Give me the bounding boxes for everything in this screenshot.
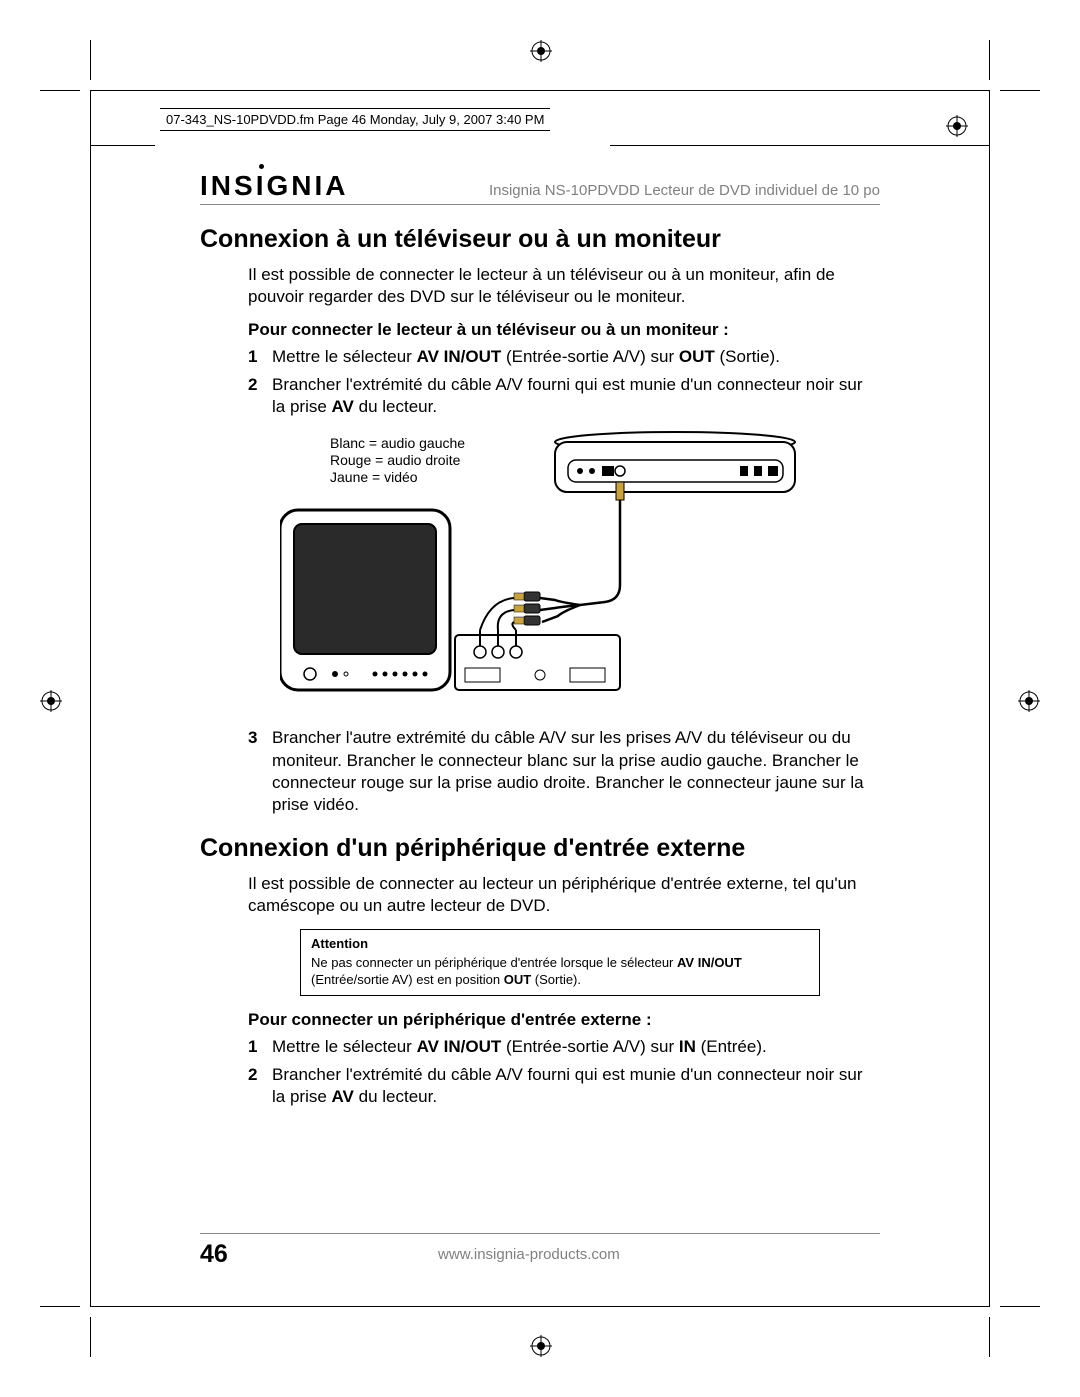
step-number: 2 [248, 1064, 272, 1108]
step-list: 1 Mettre le sélecteur AV IN/OUT (Entrée-… [248, 1036, 880, 1108]
rca-plugs-icon [514, 592, 540, 625]
procedure-heading: Pour connecter le lecteur à un téléviseu… [248, 320, 880, 340]
step-item: 1 Mettre le sélecteur AV IN/OUT (Entrée-… [248, 1036, 880, 1058]
insignia-logo: INSIGNIA [200, 170, 356, 202]
step-number: 3 [248, 727, 272, 815]
crop-mark [989, 40, 990, 80]
crop-mark [40, 1306, 80, 1307]
step-text: Brancher l'extrémité du câble A/V fourni… [272, 374, 880, 418]
section-heading: Connexion d'un périphérique d'entrée ext… [200, 834, 880, 863]
registration-mark-icon [530, 1335, 552, 1357]
step-item: 2 Brancher l'extrémité du câble A/V four… [248, 374, 880, 418]
dvd-player-icon [555, 432, 795, 492]
svg-text:Rouge = audio droite: Rouge = audio droite [330, 452, 461, 468]
attention-body: Ne pas connecter un périphérique d'entré… [311, 955, 809, 989]
step-number: 1 [248, 1036, 272, 1058]
connection-diagram: Blanc = audio gauche Rouge = audio droit… [280, 430, 880, 715]
crop-mark [90, 1317, 91, 1357]
registration-mark-icon [40, 690, 62, 712]
page-footer: 46 www.insignia-products.com [200, 1233, 880, 1269]
product-name: Insignia NS-10PDVDD Lecteur de DVD indiv… [356, 182, 880, 202]
av-cable-icon [540, 482, 624, 622]
footer-url: www.insignia-products.com [178, 1246, 880, 1263]
attention-title: Attention [311, 936, 809, 953]
step-text: Mettre le sélecteur AV IN/OUT (Entrée-so… [272, 1036, 880, 1058]
step-item: 1 Mettre le sélecteur AV IN/OUT (Entrée-… [248, 346, 880, 368]
svg-text:Blanc = audio gauche: Blanc = audio gauche [330, 435, 465, 451]
crop-mark [90, 40, 91, 80]
crop-rule [90, 145, 155, 146]
intro-paragraph: Il est possible de connecter au lecteur … [248, 873, 880, 917]
step-item: 3 Brancher l'autre extrémité du câble A/… [248, 727, 880, 815]
step-text: Mettre le sélecteur AV IN/OUT (Entrée-so… [272, 346, 880, 368]
crop-mark [1000, 90, 1040, 91]
section-heading: Connexion à un téléviseur ou à un monite… [200, 225, 880, 254]
crop-mark [1000, 1306, 1040, 1307]
procedure-heading: Pour connecter un périphérique d'entrée … [248, 1010, 880, 1030]
crop-rule [610, 145, 990, 146]
intro-paragraph: Il est possible de connecter le lecteur … [248, 264, 880, 308]
attention-callout: Attention Ne pas connecter un périphériq… [300, 929, 820, 996]
step-list-continued: 3 Brancher l'autre extrémité du câble A/… [248, 727, 880, 815]
step-item: 2 Brancher l'extrémité du câble A/V four… [248, 1064, 880, 1108]
step-list: 1 Mettre le sélecteur AV IN/OUT (Entrée-… [248, 346, 880, 418]
framemaker-header: 07-343_NS-10PDVDD.fm Page 46 Monday, Jul… [160, 108, 550, 131]
registration-mark-icon [530, 40, 552, 62]
crop-mark [989, 1317, 990, 1357]
tv-monitor-icon [280, 510, 450, 690]
step-number: 1 [248, 346, 272, 368]
step-text: Brancher l'autre extrémité du câble A/V … [272, 727, 880, 815]
page-header: INSIGNIA Insignia NS-10PDVDD Lecteur de … [200, 170, 880, 205]
svg-text:Jaune = vidéo: Jaune = vidéo [330, 469, 418, 485]
page-content: INSIGNIA Insignia NS-10PDVDD Lecteur de … [200, 170, 880, 1114]
step-text: Brancher l'extrémité du câble A/V fourni… [272, 1064, 880, 1108]
registration-mark-icon [1018, 690, 1040, 712]
crop-mark [40, 90, 80, 91]
step-number: 2 [248, 374, 272, 418]
